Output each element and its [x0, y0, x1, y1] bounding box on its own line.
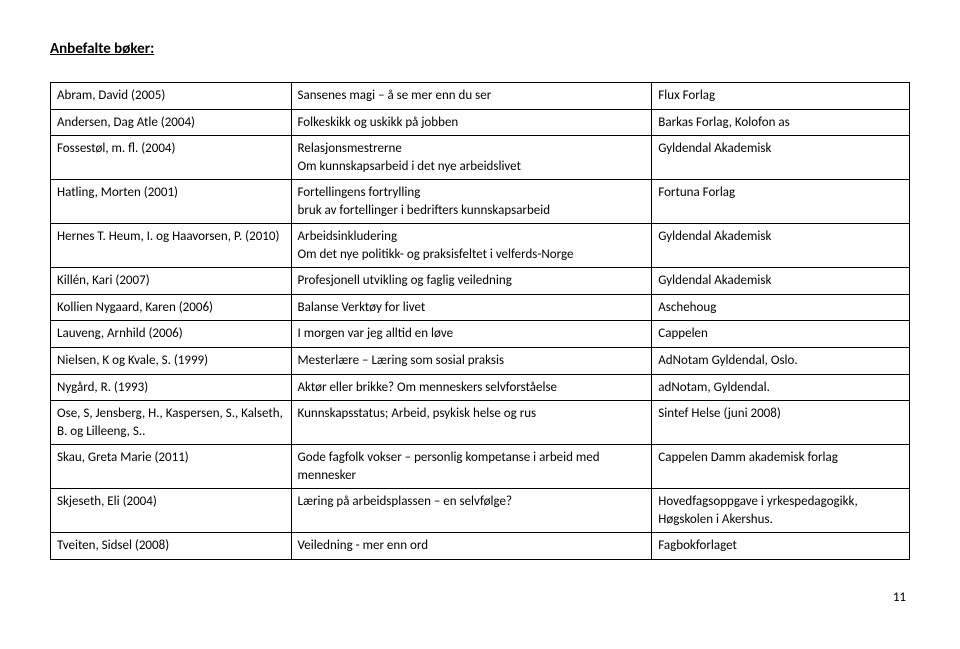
author-cell: Lauveng, Arnhild (2006)	[51, 321, 292, 348]
publisher-cell: adNotam, Gyldendal.	[652, 374, 910, 401]
publisher-cell: Barkas Forlag, Kolofon as	[652, 109, 910, 136]
table-row: Andersen, Dag Atle (2004)Folkeskikk og u…	[51, 109, 910, 136]
title-cell: Balanse Verktøy for livet	[291, 294, 652, 321]
table-row: Kollien Nygaard, Karen (2006)Balanse Ver…	[51, 294, 910, 321]
publisher-cell: Sintef Helse (juni 2008)	[652, 401, 910, 445]
author-cell: Hernes T. Heum, I. og Haavorsen, P. (201…	[51, 224, 292, 268]
table-row: Tveiten, Sidsel (2008)Veiledning - mer e…	[51, 533, 910, 560]
table-row: Hatling, Morten (2001)Fortellingens fort…	[51, 180, 910, 224]
title-cell: Gode fagfolk vokser – personlig kompetan…	[291, 445, 652, 489]
title-cell: I morgen var jeg alltid en løve	[291, 321, 652, 348]
page-number: 11	[50, 590, 910, 605]
publisher-cell: Cappelen Damm akademisk forlag	[652, 445, 910, 489]
publisher-cell: Fortuna Forlag	[652, 180, 910, 224]
publisher-cell: Gyldendal Akademisk	[652, 136, 910, 180]
publisher-cell: Flux Forlag	[652, 83, 910, 110]
author-cell: Nygård, R. (1993)	[51, 374, 292, 401]
table-row: Nygård, R. (1993)Aktør eller brikke? Om …	[51, 374, 910, 401]
table-row: Killén, Kari (2007)Profesjonell utviklin…	[51, 268, 910, 295]
author-cell: Tveiten, Sidsel (2008)	[51, 533, 292, 560]
author-cell: Fossestøl, m. fl. (2004)	[51, 136, 292, 180]
publisher-cell: Hovedfagsoppgave i yrkespedagogikk, Høgs…	[652, 489, 910, 533]
title-cell: Fortellingens fortrylling bruk av fortel…	[291, 180, 652, 224]
title-cell: Profesjonell utvikling og faglig veiledn…	[291, 268, 652, 295]
publisher-cell: Gyldendal Akademisk	[652, 268, 910, 295]
author-cell: Nielsen, K og Kvale, S. (1999)	[51, 348, 292, 375]
publisher-cell: AdNotam Gyldendal, Oslo.	[652, 348, 910, 375]
publisher-cell: Aschehoug	[652, 294, 910, 321]
author-cell: Skjeseth, Eli (2004)	[51, 489, 292, 533]
table-row: Skjeseth, Eli (2004)Læring på arbeidspla…	[51, 489, 910, 533]
table-row: Nielsen, K og Kvale, S. (1999)Mesterlære…	[51, 348, 910, 375]
table-row: Ose, S, Jensberg, H., Kaspersen, S., Kal…	[51, 401, 910, 445]
title-cell: Veiledning - mer enn ord	[291, 533, 652, 560]
title-cell: Folkeskikk og uskikk på jobben	[291, 109, 652, 136]
author-cell: Ose, S, Jensberg, H., Kaspersen, S., Kal…	[51, 401, 292, 445]
table-row: Fossestøl, m. fl. (2004)Relasjonsmestrer…	[51, 136, 910, 180]
table-row: Skau, Greta Marie (2011)Gode fagfolk vok…	[51, 445, 910, 489]
table-row: Hernes T. Heum, I. og Haavorsen, P. (201…	[51, 224, 910, 268]
author-cell: Skau, Greta Marie (2011)	[51, 445, 292, 489]
author-cell: Killén, Kari (2007)	[51, 268, 292, 295]
publisher-cell: Cappelen	[652, 321, 910, 348]
author-cell: Andersen, Dag Atle (2004)	[51, 109, 292, 136]
author-cell: Abram, David (2005)	[51, 83, 292, 110]
author-cell: Kollien Nygaard, Karen (2006)	[51, 294, 292, 321]
title-cell: Læring på arbeidsplassen – en selvfølge?	[291, 489, 652, 533]
author-cell: Hatling, Morten (2001)	[51, 180, 292, 224]
title-cell: Mesterlære – Læring som sosial praksis	[291, 348, 652, 375]
publisher-cell: Gyldendal Akademisk	[652, 224, 910, 268]
title-cell: Kunnskapsstatus; Arbeid, psykisk helse o…	[291, 401, 652, 445]
title-cell: Aktør eller brikke? Om menneskers selvfo…	[291, 374, 652, 401]
table-row: Abram, David (2005)Sansenes magi – å se …	[51, 83, 910, 110]
table-row: Lauveng, Arnhild (2006)I morgen var jeg …	[51, 321, 910, 348]
publisher-cell: Fagbokforlaget	[652, 533, 910, 560]
title-cell: Relasjonsmestrerne Om kunnskapsarbeid i …	[291, 136, 652, 180]
books-table: Abram, David (2005)Sansenes magi – å se …	[50, 82, 910, 560]
title-cell: Sansenes magi – å se mer enn du ser	[291, 83, 652, 110]
section-heading: Anbefalte bøker:	[50, 40, 910, 58]
title-cell: Arbeidsinkludering Om det nye politikk- …	[291, 224, 652, 268]
